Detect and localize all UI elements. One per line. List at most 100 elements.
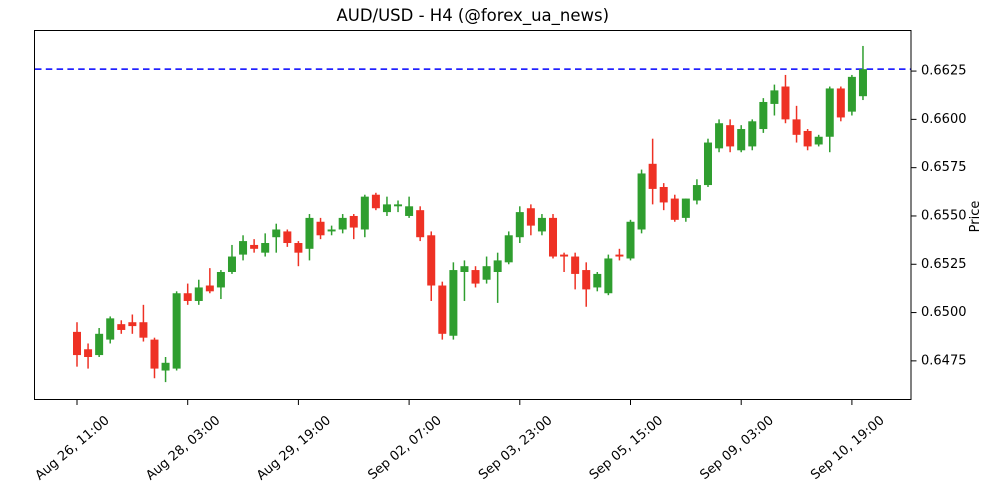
candle-body <box>150 339 159 369</box>
x-tick-label: Sep 02, 07:00 <box>365 413 444 483</box>
candle-body <box>858 69 867 97</box>
candle-body <box>537 217 546 232</box>
candles <box>73 45 867 383</box>
candle <box>803 129 812 151</box>
candle <box>582 262 591 307</box>
candle <box>438 281 447 340</box>
candle <box>172 291 181 371</box>
candle-body <box>549 217 558 257</box>
candle <box>128 314 137 334</box>
candle <box>515 206 524 244</box>
candle-body <box>272 229 281 238</box>
candle-body <box>792 119 801 135</box>
candle-body <box>692 185 701 201</box>
candle-body <box>139 322 148 338</box>
candle-body <box>482 266 491 280</box>
candle <box>117 320 126 334</box>
candle <box>836 86 845 122</box>
candle-body <box>194 287 203 301</box>
candle <box>670 194 679 222</box>
candle-body <box>825 88 834 137</box>
candle-body <box>183 293 192 301</box>
candle-body <box>637 173 646 230</box>
candle <box>560 252 569 272</box>
candle <box>648 138 657 205</box>
candle <box>316 217 325 240</box>
y-tick-label: 0.6475 <box>921 353 967 368</box>
candle-body <box>360 196 369 230</box>
chart-title: AUD/USD - H4 (@forex_ua_news) <box>336 6 609 26</box>
candle-body <box>172 293 181 369</box>
candle <box>161 356 170 383</box>
candle <box>770 84 779 116</box>
candle-body <box>515 212 524 238</box>
candle-body <box>250 244 259 249</box>
candle-body <box>726 125 735 147</box>
y-tick-label: 0.6625 <box>921 64 967 79</box>
candle <box>73 322 81 367</box>
candle-body <box>371 194 380 209</box>
candle <box>703 138 712 187</box>
x-tick-label: Sep 10, 19:00 <box>808 413 887 483</box>
candle <box>349 214 358 240</box>
candle-body <box>405 206 414 216</box>
candle <box>216 270 225 300</box>
candle <box>615 248 624 261</box>
candle <box>183 283 192 305</box>
candle <box>272 223 281 253</box>
candle <box>416 206 425 242</box>
x-tick-label: Aug 26, 11:00 <box>33 413 113 483</box>
candle <box>139 304 148 342</box>
candle <box>371 192 380 211</box>
candle-body <box>681 198 690 218</box>
candle <box>405 196 414 218</box>
candle-body <box>703 142 712 186</box>
candle <box>460 260 469 301</box>
candle <box>626 219 635 261</box>
candle-body <box>427 235 436 286</box>
candle-body <box>471 270 480 284</box>
candle <box>858 45 867 101</box>
candle <box>150 337 159 379</box>
candle <box>737 125 746 153</box>
candle-body <box>770 90 779 104</box>
candle <box>305 214 314 261</box>
candle <box>493 252 502 303</box>
candle-body <box>814 136 823 145</box>
candle-body <box>781 86 790 120</box>
candle <box>84 343 93 369</box>
y-tick-label: 0.6525 <box>921 257 967 272</box>
y-tick-label: 0.6575 <box>921 160 967 175</box>
candle <box>205 268 214 294</box>
candle-body <box>382 204 391 213</box>
candle <box>692 179 701 205</box>
candle-body <box>626 221 635 259</box>
candle <box>847 74 856 116</box>
candle <box>571 252 580 290</box>
candle-body <box>526 208 535 226</box>
candle <box>106 316 115 344</box>
candle <box>781 74 790 124</box>
plot-area: 0.6625 0.6600 0.6575 0.6550 0.6525 0.6500 0.64… <box>33 30 967 484</box>
candle-body <box>261 243 270 253</box>
y-axis-label: Price <box>968 201 983 233</box>
y-tick-label: 0.6550 <box>921 208 967 223</box>
candle <box>95 328 104 357</box>
candle <box>327 225 336 236</box>
candle-body <box>737 129 746 151</box>
candle <box>681 198 690 222</box>
candle-body <box>670 198 679 220</box>
x-tick-label: Sep 09, 03:00 <box>697 413 776 483</box>
candle <box>294 241 303 267</box>
candle-body <box>349 215 358 228</box>
candle <box>394 200 403 213</box>
candle <box>382 196 391 216</box>
candle <box>227 244 236 274</box>
candle <box>283 229 292 247</box>
candle <box>261 233 270 257</box>
candle-body <box>648 163 657 189</box>
candle-body <box>449 270 458 336</box>
candle-body <box>338 217 347 230</box>
